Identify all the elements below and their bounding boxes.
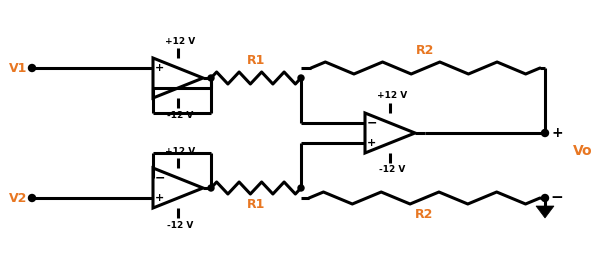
Text: −: − bbox=[155, 172, 165, 185]
Text: R1: R1 bbox=[247, 55, 265, 68]
Circle shape bbox=[208, 185, 214, 191]
Text: +: + bbox=[551, 126, 563, 140]
Text: -12 V: -12 V bbox=[379, 165, 405, 174]
Circle shape bbox=[208, 75, 214, 81]
Text: R2: R2 bbox=[415, 209, 434, 222]
Text: +12 V: +12 V bbox=[377, 92, 407, 101]
Text: +: + bbox=[367, 138, 376, 148]
Text: −: − bbox=[551, 190, 563, 206]
Text: R1: R1 bbox=[247, 198, 265, 211]
Circle shape bbox=[298, 75, 304, 81]
Circle shape bbox=[29, 194, 35, 202]
Text: +: + bbox=[155, 193, 164, 203]
Text: V2: V2 bbox=[9, 192, 27, 205]
Text: +12 V: +12 V bbox=[165, 36, 195, 45]
Text: R2: R2 bbox=[417, 44, 435, 57]
Text: -12 V: -12 V bbox=[167, 110, 193, 119]
Text: Vo: Vo bbox=[573, 144, 593, 158]
Text: +12 V: +12 V bbox=[165, 147, 195, 156]
Text: −: − bbox=[155, 81, 165, 94]
Text: +: + bbox=[155, 63, 164, 73]
Circle shape bbox=[541, 194, 549, 202]
Circle shape bbox=[29, 64, 35, 72]
Text: -12 V: -12 V bbox=[167, 221, 193, 230]
Circle shape bbox=[298, 185, 304, 191]
Text: V1: V1 bbox=[9, 61, 27, 74]
Circle shape bbox=[541, 130, 549, 136]
Polygon shape bbox=[536, 206, 554, 218]
Text: −: − bbox=[367, 117, 377, 130]
